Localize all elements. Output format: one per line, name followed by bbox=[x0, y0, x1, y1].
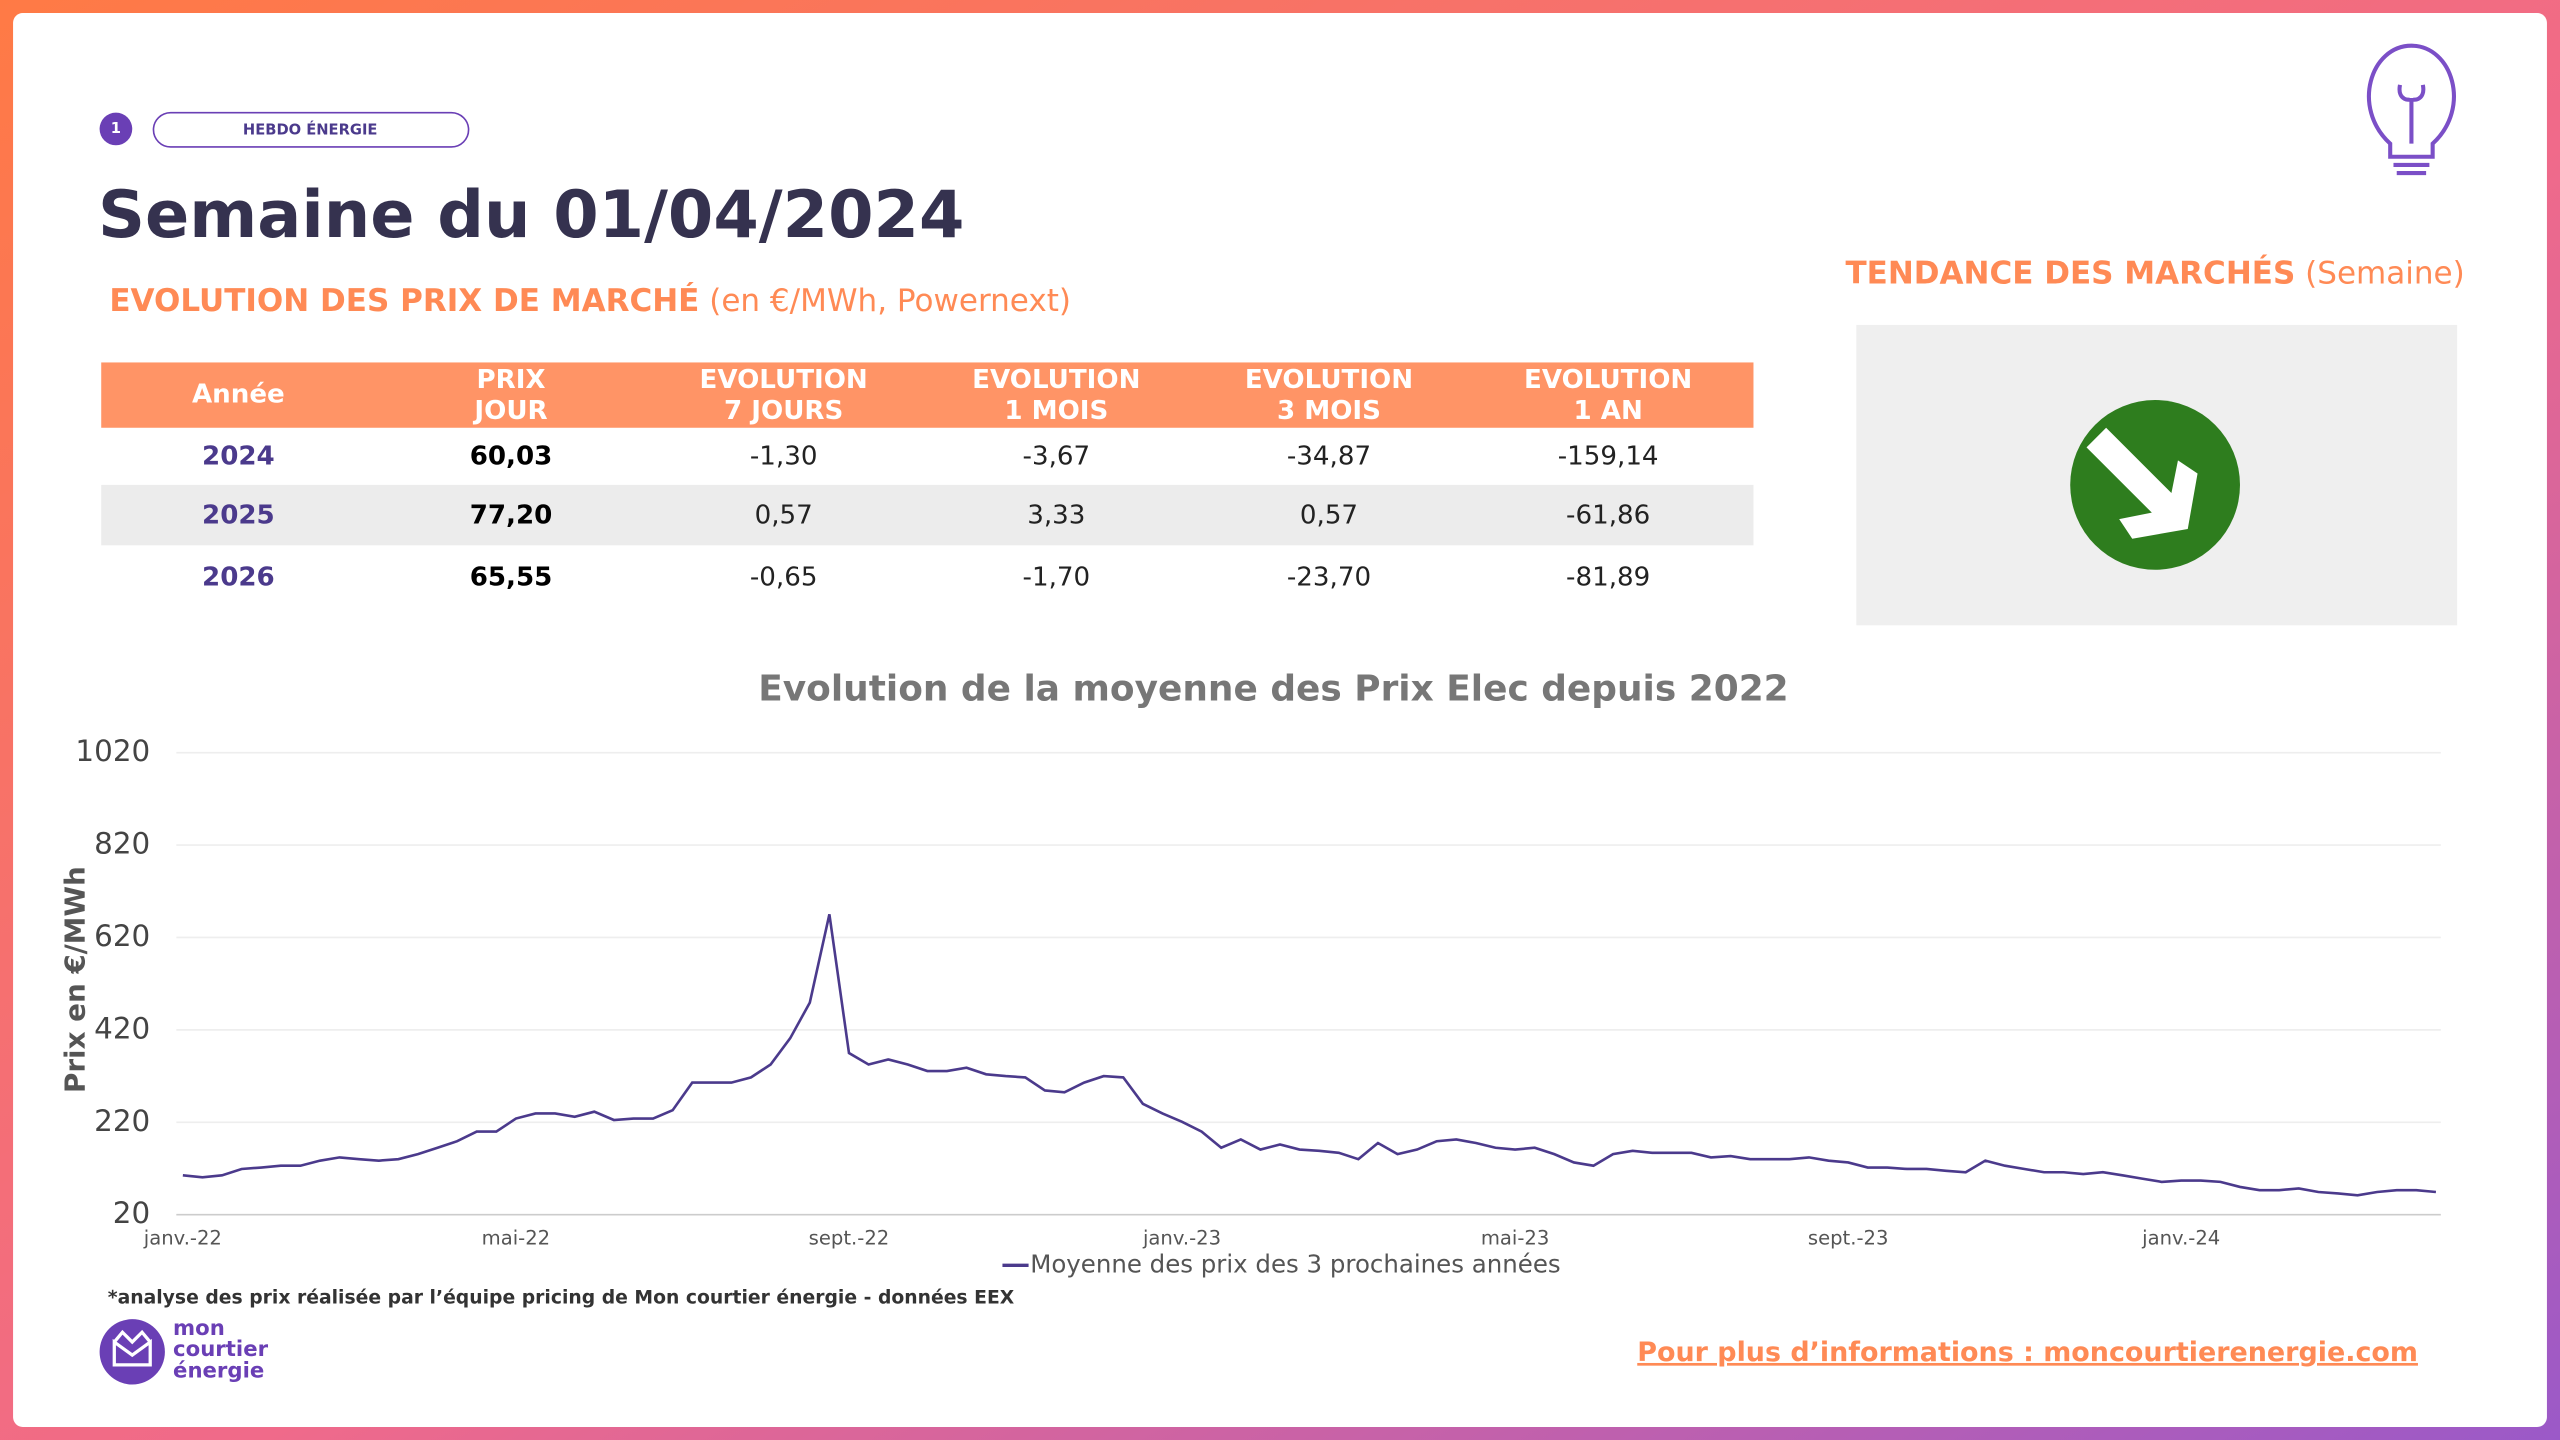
table-cell: 0,57 bbox=[755, 500, 813, 530]
tag: HEBDO ÉNERGIE bbox=[243, 121, 378, 139]
table-cell: -159,14 bbox=[1558, 442, 1659, 472]
subtitle-note: (en €/MWh, Powernext) bbox=[709, 283, 1071, 319]
y-tick-label: 220 bbox=[94, 1104, 150, 1138]
table-cell: -34,87 bbox=[1287, 442, 1371, 472]
bulb-icon bbox=[2366, 43, 2456, 176]
tag-pill bbox=[152, 111, 470, 148]
table-cell: 0,57 bbox=[1300, 500, 1358, 530]
chart-title: Evolution de la moyenne des Prix Elec de… bbox=[758, 669, 1788, 710]
logo-text: courtier bbox=[173, 1337, 269, 1362]
table-header-cell: EVOLUTION bbox=[1245, 365, 1413, 395]
trend-note: (Semaine) bbox=[2305, 255, 2465, 291]
table-cell: 2025 bbox=[202, 500, 275, 530]
legend-entry: Moyenne des prix des 3 prochaines années bbox=[1030, 1249, 1560, 1278]
logo-text: énergie bbox=[173, 1358, 264, 1383]
table-cell: 2026 bbox=[202, 562, 275, 592]
x-tick-label: mai-22 bbox=[482, 1227, 550, 1250]
y-tick-label: 420 bbox=[94, 1011, 150, 1045]
table-header-cell: PRIX bbox=[476, 365, 545, 395]
table-header-cell: 7 JOURS bbox=[724, 396, 843, 426]
table-cell: 77,20 bbox=[470, 500, 553, 530]
table-header-bg bbox=[101, 362, 1754, 428]
line-chart: Evolution de la moyenne des Prix Elec de… bbox=[59, 669, 2441, 1278]
subtitle: EVOLUTION DES PRIX DE MARCHÉ (en €/MWh, … bbox=[109, 281, 1071, 319]
y-tick-label: 1020 bbox=[75, 734, 150, 768]
x-tick-label: janv.-23 bbox=[1142, 1227, 1221, 1250]
badge-text: 1 bbox=[111, 120, 121, 137]
table-cell: -81,89 bbox=[1566, 562, 1650, 592]
table-header-cell: 1 MOIS bbox=[1004, 396, 1108, 426]
x-tick-label: janv.-24 bbox=[2141, 1227, 2220, 1250]
footer-link[interactable]: Pour plus d’informations : moncourtieren… bbox=[1637, 1337, 2418, 1368]
subtitle-main: EVOLUTION DES PRIX DE MARCHÉ bbox=[109, 281, 699, 319]
table-cell: 2024 bbox=[202, 442, 275, 472]
table-header-cell: EVOLUTION bbox=[700, 365, 868, 395]
logo-glyph bbox=[112, 1329, 152, 1367]
line-series bbox=[182, 914, 2437, 1197]
table-header-cell: 3 MOIS bbox=[1277, 396, 1381, 426]
trend-main: TENDANCE DES MARCHÉS bbox=[1845, 253, 2295, 291]
table-cell: -23,70 bbox=[1287, 562, 1371, 592]
logo-mark bbox=[99, 1319, 165, 1385]
y-axis-label: Prix en €/MWh bbox=[59, 866, 92, 1093]
table-cell: 3,33 bbox=[1027, 500, 1085, 530]
table-row-band bbox=[101, 484, 1754, 546]
table-cell: 65,55 bbox=[470, 562, 553, 592]
logo-text: mon bbox=[173, 1316, 225, 1341]
x-tick-label: sept.-23 bbox=[1808, 1227, 1889, 1250]
table-header-cell: JOUR bbox=[472, 396, 547, 426]
y-tick-label: 820 bbox=[94, 827, 150, 861]
table-cell: -1,70 bbox=[1023, 562, 1091, 592]
badge bbox=[99, 112, 133, 146]
table-cell: -1,30 bbox=[750, 442, 818, 472]
table-header-cell: EVOLUTION bbox=[1524, 365, 1692, 395]
y-tick-label: 20 bbox=[113, 1196, 150, 1230]
table-cell: -0,65 bbox=[750, 562, 818, 592]
table-header-cell: EVOLUTION bbox=[972, 365, 1140, 395]
title: Semaine du 01/04/2024 bbox=[98, 177, 964, 253]
table-cell: -61,86 bbox=[1566, 500, 1650, 530]
table-header-cell: Année bbox=[192, 380, 285, 410]
y-tick-label: 620 bbox=[94, 919, 150, 953]
trend-arrow bbox=[2086, 427, 2198, 539]
x-tick-label: mai-23 bbox=[1481, 1227, 1550, 1250]
x-tick-label: sept.-22 bbox=[809, 1227, 890, 1250]
trend-title: TENDANCE DES MARCHÉS (Semaine) bbox=[1845, 253, 2464, 291]
table-cell: 60,03 bbox=[470, 442, 553, 472]
x-tick-label: janv.-22 bbox=[143, 1227, 222, 1250]
table-header-cell: 1 AN bbox=[1573, 396, 1642, 426]
table-cell: -3,67 bbox=[1023, 442, 1091, 472]
footnote: *analyse des prix réalisée par l’équipe … bbox=[108, 1287, 1015, 1308]
